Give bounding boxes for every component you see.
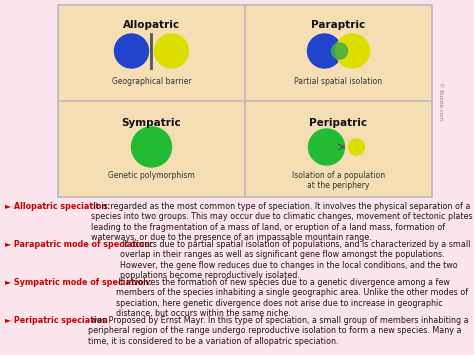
Text: Sympatric: Sympatric [122,118,182,128]
Text: Allopatric: Allopatric [123,20,180,30]
Text: Partial spatial isolation: Partial spatial isolation [294,77,383,86]
Text: It involves the formation of new species due to a genetic divergence among a few: It involves the formation of new species… [117,278,469,318]
Circle shape [131,127,172,167]
Text: It is regarded as the most common type of speciation. It involves the physical s: It is regarded as the most common type o… [91,202,473,242]
Text: Peripatric: Peripatric [310,118,367,128]
Text: was Proposed by Ernst Mayr. In this type of speciation, a small group of members: was Proposed by Ernst Mayr. In this type… [88,316,468,346]
Circle shape [331,43,347,59]
Circle shape [115,34,148,68]
Text: ► Sympatric mode of speciation:: ► Sympatric mode of speciation: [5,278,152,287]
Circle shape [348,139,365,155]
Text: ► Peripatric speciation: ► Peripatric speciation [5,316,108,325]
Circle shape [308,34,341,68]
Text: ► Allopatric speciation:: ► Allopatric speciation: [5,202,110,211]
Circle shape [155,34,189,68]
Circle shape [336,34,370,68]
Text: Paraptric: Paraptric [311,20,365,30]
FancyBboxPatch shape [58,5,432,197]
Text: © Buzzle.com: © Buzzle.com [438,82,444,120]
Text: Genetic polymorphism: Genetic polymorphism [108,171,195,180]
Text: Geographical barrier: Geographical barrier [112,77,191,86]
Text: Isolation of a population
at the periphery: Isolation of a population at the periphe… [292,171,385,190]
Text: It occurs due to partial spatial isolation of populations, and is characterized : It occurs due to partial spatial isolati… [120,240,471,280]
Circle shape [309,129,345,165]
Text: ► Parapatric mode of speciation:: ► Parapatric mode of speciation: [5,240,153,249]
